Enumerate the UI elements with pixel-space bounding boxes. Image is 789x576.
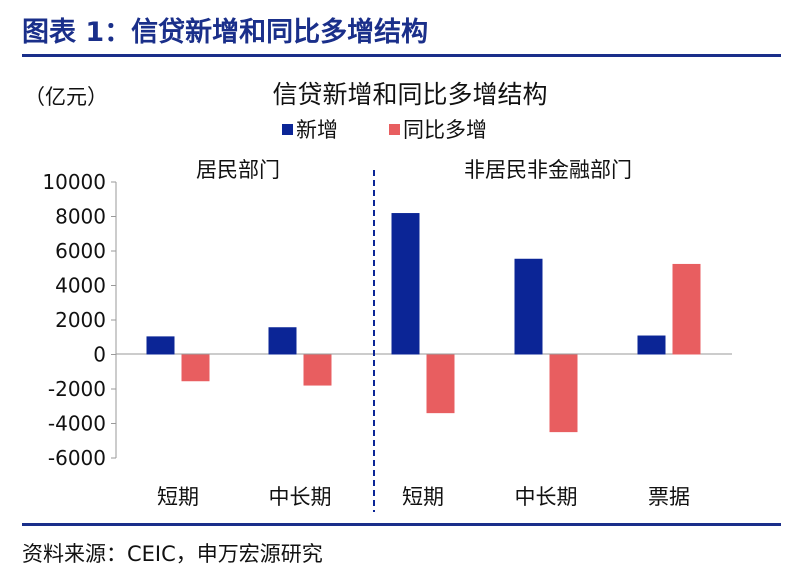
bar-new-1	[268, 327, 297, 355]
bar-yoy-3	[549, 354, 578, 433]
bar-yoy-0	[181, 354, 210, 382]
legend-label-new: 新增	[296, 118, 338, 142]
group-label-nonfinancial: 非居民非金融部门	[464, 158, 632, 182]
bar-new-0	[146, 336, 175, 355]
top-rule	[22, 54, 781, 57]
x-category-label: 中长期	[515, 485, 578, 509]
bar-new-4	[637, 335, 666, 355]
bar-new-2	[391, 213, 420, 355]
x-category-label: 短期	[157, 485, 199, 509]
bar-yoy-1	[303, 354, 332, 386]
x-axis-labels: 短期 中长期 短期 中长期 票据	[157, 485, 690, 509]
bars	[146, 213, 701, 433]
source-note: 资料来源：CEIC，申万宏源研究	[22, 542, 323, 566]
y-tick-label: 4000	[55, 274, 106, 298]
x-category-label: 票据	[648, 485, 690, 509]
legend: 新增 同比多增	[282, 118, 487, 142]
figure-title: 图表 1：信贷新增和同比多增结构	[22, 17, 429, 48]
bottom-rule	[22, 523, 781, 526]
bar-yoy-2	[426, 354, 455, 414]
x-category-label: 中长期	[269, 485, 332, 509]
y-tick-label: 6000	[55, 239, 106, 263]
chart-title: 信贷新增和同比多增结构	[272, 80, 547, 109]
y-tick-label: -2000	[48, 377, 106, 401]
y-tick-label: 0	[93, 343, 106, 367]
y-axis-ticks: 10000 8000 6000 4000 2000 0 -2000 -4000 -6000	[42, 170, 116, 470]
unit-label: （亿元）	[24, 85, 108, 109]
legend-swatch-new	[282, 124, 293, 135]
y-tick-label: -6000	[48, 446, 106, 470]
y-tick-label: 10000	[42, 170, 106, 194]
x-category-label: 短期	[402, 485, 444, 509]
y-tick-label: 2000	[55, 308, 106, 332]
y-tick-label: 8000	[55, 205, 106, 229]
y-tick-label: -4000	[48, 412, 106, 436]
bar-new-3	[514, 258, 543, 355]
legend-swatch-yoy	[389, 124, 400, 135]
legend-label-yoy: 同比多增	[403, 118, 487, 142]
bar-yoy-4	[672, 263, 701, 355]
group-label-household: 居民部门	[196, 158, 280, 182]
